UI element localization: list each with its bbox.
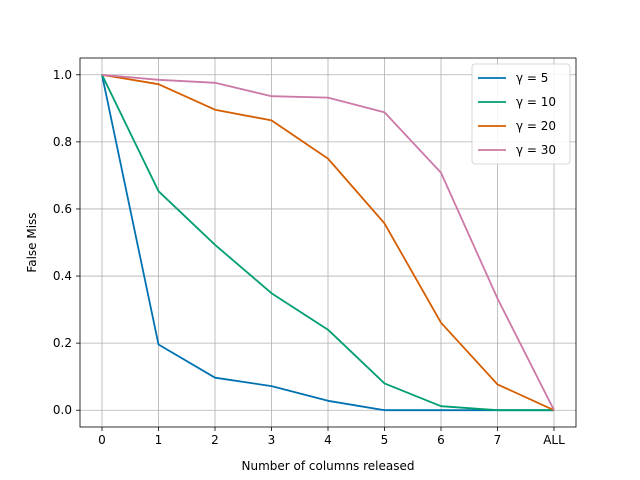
x-tick-label: 7 bbox=[494, 433, 502, 447]
legend-label: γ = 20 bbox=[516, 119, 556, 133]
y-tick-label: 1.0 bbox=[53, 68, 72, 82]
series-line-3 bbox=[101, 73, 555, 412]
x-axis-ticks: 0 1 2 3 4 5 6 7 ALL bbox=[98, 427, 565, 447]
x-tick-label: 3 bbox=[268, 433, 276, 447]
x-tick-label: ALL bbox=[543, 433, 565, 447]
series-line-4 bbox=[101, 73, 555, 411]
x-tick-label: 0 bbox=[98, 433, 106, 447]
x-tick-label: 1 bbox=[155, 433, 163, 447]
y-tick-label: 0.2 bbox=[53, 336, 72, 350]
x-tick-label: 4 bbox=[324, 433, 332, 447]
x-tick-label: 6 bbox=[437, 433, 445, 447]
x-tick-label: 5 bbox=[381, 433, 389, 447]
series-line-2 bbox=[101, 74, 554, 412]
legend-box bbox=[471, 63, 571, 165]
series-lines bbox=[101, 73, 555, 412]
y-axis-ticks: 0.0 0.2 0.4 0.6 0.8 1.0 bbox=[53, 68, 80, 417]
y-tick-label: 0.4 bbox=[53, 269, 72, 283]
y-tick-label: 0.0 bbox=[53, 403, 72, 417]
y-axis-label: False Miss bbox=[25, 212, 39, 272]
x-tick-label: 2 bbox=[211, 433, 219, 447]
legend: γ = 5 γ = 10 γ = 20 γ = 30 bbox=[471, 63, 571, 165]
y-tick-label: 0.6 bbox=[53, 202, 72, 216]
legend-label: γ = 30 bbox=[516, 143, 556, 157]
y-tick-label: 0.8 bbox=[53, 135, 72, 149]
series-line-1 bbox=[101, 74, 554, 412]
legend-label: γ = 5 bbox=[516, 71, 548, 85]
legend-label: γ = 10 bbox=[516, 95, 556, 109]
x-axis-label: Number of columns released bbox=[241, 459, 414, 473]
